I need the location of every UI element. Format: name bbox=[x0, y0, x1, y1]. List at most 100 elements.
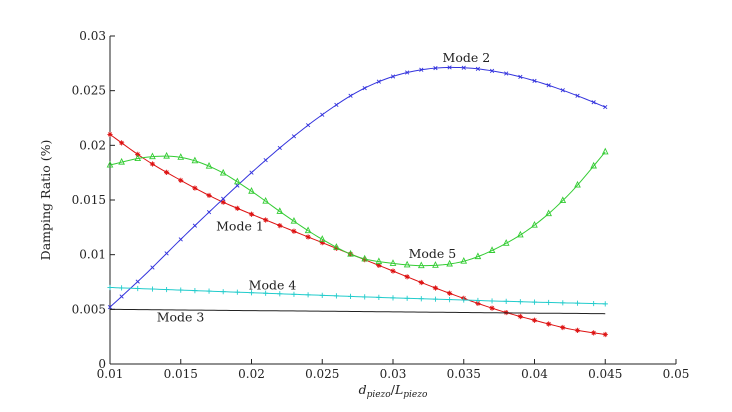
data-point-mode-4 bbox=[560, 300, 566, 306]
data-point-mode-2 bbox=[277, 145, 282, 151]
data-point-mode-2 bbox=[546, 83, 551, 88]
annotation-layer: Mode 2 Mode 1 Mode 5 Mode 4 Mode 3 bbox=[157, 50, 490, 324]
data-point-mode-1 bbox=[149, 161, 156, 167]
data-point-mode-1 bbox=[277, 223, 283, 229]
data-point-mode-5 bbox=[290, 217, 298, 224]
y-tick-label: 0.03 bbox=[79, 29, 106, 43]
data-point-mode-1 bbox=[291, 228, 297, 234]
data-point-mode-5 bbox=[502, 239, 510, 246]
y-tick-label: 0.02 bbox=[79, 138, 106, 152]
x-tick-label: 0.02 bbox=[238, 367, 265, 381]
data-point-mode-4 bbox=[602, 301, 608, 307]
data-point-mode-1 bbox=[263, 217, 269, 223]
data-point-mode-5 bbox=[574, 180, 581, 188]
data-point-mode-1 bbox=[517, 313, 523, 320]
data-point-mode-2 bbox=[591, 100, 596, 105]
data-point-mode-1 bbox=[376, 262, 382, 268]
data-point-mode-1 bbox=[475, 300, 481, 306]
data-point-mode-4 bbox=[489, 298, 495, 304]
x-axis-label: dpiezo/Lpiezo bbox=[359, 382, 428, 400]
data-point-mode-1 bbox=[234, 205, 240, 211]
data-point-mode-4 bbox=[220, 289, 226, 295]
data-point-mode-5 bbox=[403, 260, 411, 268]
data-point-mode-4 bbox=[390, 295, 396, 301]
data-point-mode-5 bbox=[531, 220, 538, 228]
data-point-mode-4 bbox=[234, 289, 240, 295]
data-point-mode-4 bbox=[503, 298, 509, 304]
x-tick-label: 0.05 bbox=[663, 367, 690, 381]
series-mode-3 bbox=[109, 308, 606, 315]
x-tick-label: 0.045 bbox=[588, 367, 622, 381]
mode-label: Mode 3 bbox=[157, 309, 205, 324]
data-point-mode-4 bbox=[347, 293, 354, 299]
data-point-mode-2 bbox=[206, 210, 212, 215]
data-point-mode-2 bbox=[362, 85, 367, 91]
data-point-mode-1 bbox=[164, 169, 170, 175]
data-point-mode-5 bbox=[601, 147, 609, 155]
data-point-mode-2 bbox=[107, 305, 113, 310]
x-tick-label: 0.01 bbox=[97, 367, 124, 381]
series-line-mode-4 bbox=[109, 286, 606, 305]
data-point-mode-1 bbox=[404, 274, 410, 280]
data-point-mode-1 bbox=[305, 234, 311, 240]
series-mode-4 bbox=[107, 284, 608, 307]
data-point-mode-5 bbox=[106, 160, 114, 168]
data-point-mode-1 bbox=[192, 185, 198, 191]
data-point-mode-4 bbox=[192, 288, 198, 294]
data-point-mode-5 bbox=[545, 209, 552, 217]
series-mode-1 bbox=[107, 131, 608, 338]
data-point-mode-5 bbox=[488, 246, 496, 253]
data-point-mode-4 bbox=[591, 300, 597, 307]
data-point-mode-1 bbox=[574, 327, 581, 334]
data-point-mode-5 bbox=[361, 254, 369, 262]
data-point-mode-1 bbox=[447, 290, 453, 296]
data-point-mode-2 bbox=[135, 279, 140, 284]
data-point-mode-1 bbox=[206, 192, 212, 199]
mode-label: Mode 1 bbox=[216, 219, 264, 234]
data-point-mode-4 bbox=[404, 295, 410, 301]
data-point-mode-1 bbox=[319, 240, 325, 246]
data-point-mode-5 bbox=[389, 259, 397, 266]
x-label-base-sub: piezo bbox=[367, 390, 392, 400]
x-tick-label: 0.03 bbox=[380, 367, 407, 381]
data-point-mode-4 bbox=[418, 296, 424, 302]
y-tick-label: 0 bbox=[98, 357, 106, 371]
data-point-mode-1 bbox=[602, 331, 608, 338]
data-point-mode-2 bbox=[475, 66, 481, 71]
data-point-mode-2 bbox=[390, 74, 396, 79]
data-point-mode-2 bbox=[603, 104, 608, 110]
data-point-mode-2 bbox=[461, 65, 466, 70]
data-point-mode-2 bbox=[504, 71, 509, 76]
y-tick-label: 0.015 bbox=[72, 193, 106, 207]
data-point-mode-4 bbox=[277, 291, 283, 297]
data-point-mode-5 bbox=[276, 207, 284, 214]
data-point-mode-5 bbox=[177, 153, 185, 160]
data-point-mode-4 bbox=[432, 296, 439, 302]
data-point-mode-4 bbox=[319, 292, 325, 298]
data-point-mode-2 bbox=[305, 123, 311, 128]
data-point-mode-4 bbox=[135, 285, 141, 292]
y-tick-label: 0.01 bbox=[79, 248, 106, 262]
data-point-mode-2 bbox=[560, 88, 565, 93]
data-point-mode-5 bbox=[149, 152, 156, 160]
data-point-mode-4 bbox=[376, 294, 382, 300]
data-point-mode-5 bbox=[118, 157, 125, 165]
data-point-mode-5 bbox=[446, 259, 453, 267]
data-point-mode-4 bbox=[291, 291, 297, 297]
data-point-mode-2 bbox=[164, 251, 169, 256]
data-point-mode-4 bbox=[546, 299, 552, 306]
x-tick-label: 0.04 bbox=[521, 367, 548, 381]
data-point-mode-4 bbox=[531, 299, 538, 305]
data-point-mode-1 bbox=[591, 330, 597, 336]
series-line-mode-3 bbox=[109, 308, 606, 315]
mode-label: Mode 5 bbox=[409, 246, 457, 261]
data-point-mode-2 bbox=[489, 68, 495, 73]
data-point-mode-2 bbox=[178, 237, 183, 242]
data-point-mode-5 bbox=[134, 154, 142, 161]
data-point-mode-5 bbox=[517, 230, 524, 238]
data-point-mode-5 bbox=[559, 196, 567, 204]
data-point-mode-1 bbox=[119, 140, 125, 146]
data-point-mode-4 bbox=[517, 299, 523, 305]
y-axis-ticks: 0 0.005 0.01 0.015 0.02 0.025 0.03 bbox=[72, 29, 115, 371]
data-point-mode-5 bbox=[304, 226, 312, 234]
